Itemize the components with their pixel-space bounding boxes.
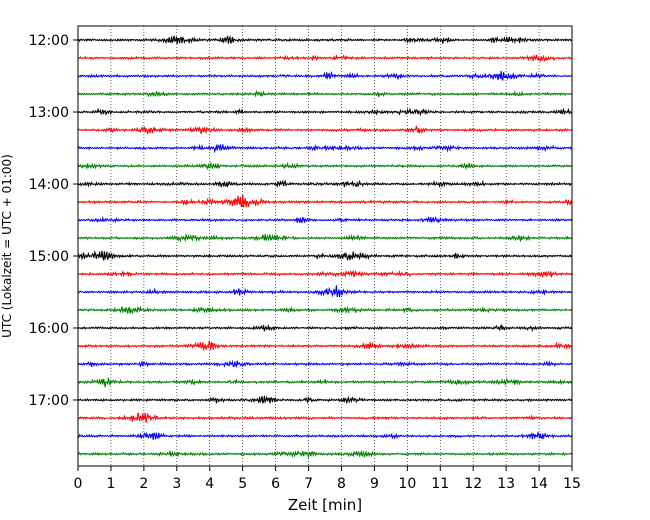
- seismic-trace: [77, 215, 573, 224]
- y-tick-label: 16:00: [29, 321, 69, 337]
- grid-lines: [110, 26, 540, 466]
- x-tick-label: 0: [74, 476, 83, 492]
- seismic-trace: [77, 179, 572, 189]
- seismic-trace: [77, 53, 572, 62]
- seismic-trace: [77, 161, 572, 171]
- seismic-traces: [77, 34, 573, 459]
- seismic-trace: [77, 377, 573, 388]
- y-tick-label: 12:00: [29, 33, 69, 49]
- x-tick-label: 9: [370, 476, 379, 492]
- y-tick-label: 14:00: [29, 177, 69, 193]
- x-tick-label: 8: [337, 476, 346, 492]
- x-tick-label: 1: [106, 476, 115, 492]
- seismic-trace: [77, 412, 572, 423]
- seismic-trace: [77, 195, 573, 208]
- y-tick-label: 15:00: [29, 249, 69, 265]
- seismic-trace: [77, 449, 573, 459]
- y-axis-label: UTC (Lokalzeit = UTC + 01:00): [0, 154, 14, 338]
- plot-frame: [77, 25, 573, 467]
- seismic-trace: [77, 233, 572, 243]
- seismic-trace: [77, 359, 572, 368]
- x-axis-label: Zeit [min]: [288, 496, 362, 514]
- x-tick-label: 13: [497, 476, 515, 492]
- x-tick-label: 14: [530, 476, 548, 492]
- seismic-trace: [77, 34, 572, 45]
- x-tick-label: 6: [271, 476, 280, 492]
- seismic-trace: [77, 143, 573, 154]
- seismic-trace: [77, 269, 573, 279]
- seismic-trace: [77, 107, 573, 117]
- x-tick-label: 10: [398, 476, 416, 492]
- seismic-trace: [77, 250, 573, 261]
- x-axis-ticks: 0 1 2 3 4 5 6 7 8 9 10 11 12 13 14 15: [74, 466, 581, 492]
- x-tick-label: 12: [464, 476, 482, 492]
- seismic-trace: [77, 395, 573, 405]
- x-tick-label: 2: [139, 476, 148, 492]
- seismic-trace: [77, 305, 572, 315]
- y-tick-label: 13:00: [29, 105, 69, 121]
- x-tick-label: 11: [431, 476, 449, 492]
- y-tick-label: 17:00: [29, 393, 69, 409]
- x-tick-label: 4: [205, 476, 214, 492]
- seismic-trace: [77, 125, 572, 135]
- x-tick-label: 15: [563, 476, 581, 492]
- x-tick-label: 5: [238, 476, 247, 492]
- seismic-trace: [77, 431, 573, 440]
- seismic-trace: [77, 70, 572, 81]
- seismic-trace: [77, 339, 573, 352]
- x-tick-label: 7: [304, 476, 313, 492]
- x-tick-label: 3: [172, 476, 181, 492]
- seismic-trace: [77, 89, 572, 98]
- seismic-trace: [77, 285, 572, 298]
- seismic-trace: [77, 323, 573, 332]
- y-axis-ticks: 12:00 13:00 14:00 15:00 16:00 17:00: [29, 33, 78, 409]
